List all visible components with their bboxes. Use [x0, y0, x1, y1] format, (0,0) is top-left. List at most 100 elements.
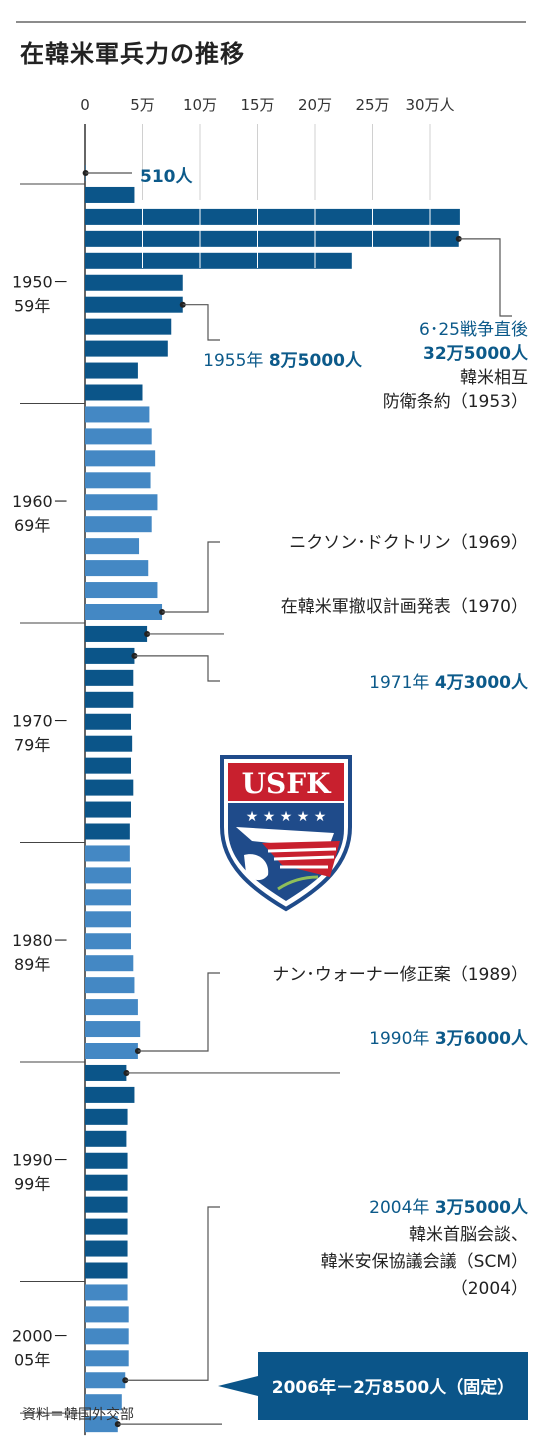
- bar-1977: [85, 779, 134, 796]
- annotation-span: 6･25戦争直後: [419, 320, 528, 340]
- annotation-text: 1955年 8万5000人: [203, 351, 363, 371]
- annotation-dot: [123, 1069, 130, 1076]
- logo-lettering: USFK: [242, 767, 333, 800]
- annotation-span: 3万5000人: [435, 1198, 529, 1218]
- annotation-leader: [137, 972, 220, 1052]
- bar-1953: [85, 252, 352, 269]
- bar-1976: [85, 757, 131, 774]
- annotation-leader: [134, 655, 220, 682]
- annotation-span: 3万6000人: [435, 1029, 529, 1049]
- logo-stripe-lines: [267, 847, 337, 869]
- bar-1993: [85, 1130, 127, 1147]
- bar-1978: [85, 801, 131, 818]
- bar-1982: [85, 889, 131, 906]
- bar-1960: [85, 406, 150, 423]
- x-tick-label: 15万: [240, 96, 274, 114]
- bar-1988: [85, 1021, 141, 1038]
- x-tick-label: 20万: [298, 96, 332, 114]
- logo-banner: [228, 763, 344, 801]
- bar-1970: [85, 625, 148, 642]
- bar-1952: [85, 230, 459, 247]
- bar-1981: [85, 867, 131, 884]
- annotation-text: 510人: [140, 167, 193, 187]
- annotation-span: 32万5000人: [423, 344, 529, 364]
- bar-2001: [85, 1306, 129, 1323]
- annotation-leader: [458, 238, 512, 317]
- bar-1968: [85, 582, 158, 599]
- annotation-span: 8万5000人: [269, 351, 363, 371]
- annotation-span: ナン･ウォーナー修正案（1989）: [272, 965, 528, 985]
- bar-1963: [85, 472, 151, 489]
- decade-label-line2: 69年: [14, 516, 50, 535]
- annotation-text: 韓米首脳会談、: [409, 1225, 528, 1245]
- annotation-text: ニクソン･ドクトリン（1969）: [289, 533, 528, 553]
- x-tick-label: 30万人: [405, 96, 454, 114]
- decade-label-line1: 1990－: [12, 1151, 69, 1170]
- bar-1997: [85, 1218, 128, 1235]
- bar-1992: [85, 1108, 128, 1125]
- bar-1962: [85, 450, 156, 467]
- x-tick-label: 10万: [183, 96, 217, 114]
- top-rule: [16, 21, 526, 23]
- annotation-leader: [125, 1206, 220, 1381]
- bar-1974: [85, 713, 131, 730]
- source-note: 資料＝韓国外交部: [22, 1407, 134, 1423]
- bar-1975: [85, 735, 133, 752]
- decade-label-line2: 99年: [14, 1175, 50, 1194]
- bar-1972: [85, 669, 134, 686]
- bar-1950: [85, 186, 135, 203]
- decade-layer: 1950－ 59年 1960－ 69年 1970－ 79年 1980－ 89年 1990－ 99年…: [12, 183, 85, 1414]
- bar-2005: [85, 1394, 122, 1411]
- annotation-span: 在韓米軍撤収計画発表（1970）: [281, 597, 528, 617]
- bar-2002: [85, 1328, 129, 1345]
- bar-1985: [85, 955, 134, 972]
- annotation-span: 1990年: [369, 1029, 435, 1049]
- bar-1987: [85, 999, 138, 1016]
- bar-1994: [85, 1152, 128, 1169]
- bar-1971: [85, 647, 135, 664]
- bar-1979: [85, 823, 130, 840]
- annotation-text: （2004）: [451, 1279, 528, 1299]
- annotation-span: 1971年: [369, 673, 435, 693]
- bar-1967: [85, 560, 149, 577]
- decade-label-line1: 1960－: [12, 492, 69, 511]
- bar-1961: [85, 428, 152, 445]
- x-tick-label: 5万: [130, 96, 155, 114]
- logo-branch: [277, 875, 319, 891]
- annotation-span: 4万3000人: [435, 673, 529, 693]
- callout-box: [218, 1352, 528, 1420]
- decade-label-line2: 89年: [14, 955, 50, 974]
- bar-2006: [85, 1416, 118, 1433]
- bar-1965: [85, 516, 152, 533]
- annotation-text: 32万5000人: [423, 344, 529, 364]
- annotation-text: 防衛条約（1953）: [383, 392, 528, 412]
- bar-1995: [85, 1174, 128, 1191]
- x-tick-label: 25万: [355, 96, 389, 114]
- annotation-span: 防衛条約（1953）: [383, 392, 528, 412]
- bars-layer: [85, 165, 460, 1433]
- annotation-text: 6･25戦争直後: [419, 320, 528, 340]
- annotation-text: 韓米相互: [460, 368, 528, 388]
- bar-1964: [85, 494, 158, 511]
- bar-1998: [85, 1240, 128, 1257]
- bar-1969: [85, 604, 163, 620]
- logo-stars: ★ ★ ★ ★ ★: [246, 809, 327, 825]
- decade-label-line1: 1970－: [12, 712, 69, 731]
- bar-1956: [85, 318, 172, 335]
- bar-1990: [85, 1064, 127, 1081]
- bar-2003: [85, 1350, 129, 1367]
- bar-1996: [85, 1196, 128, 1213]
- annotation-leader: [162, 541, 220, 613]
- annotation-text: 1971年 4万3000人: [369, 673, 529, 693]
- decade-label-line1: 1950－: [12, 273, 69, 292]
- annotation-span: 韓米相互: [460, 368, 528, 388]
- bar-1957: [85, 340, 168, 357]
- logo-eagle: [244, 854, 269, 881]
- annotation-leader: [182, 304, 220, 341]
- decade-label-line1: 1980－: [12, 931, 69, 950]
- annotation-text: 1990年 3万6000人: [369, 1029, 529, 1049]
- decade-label-line2: 79年: [14, 736, 50, 755]
- bar-1986: [85, 977, 135, 994]
